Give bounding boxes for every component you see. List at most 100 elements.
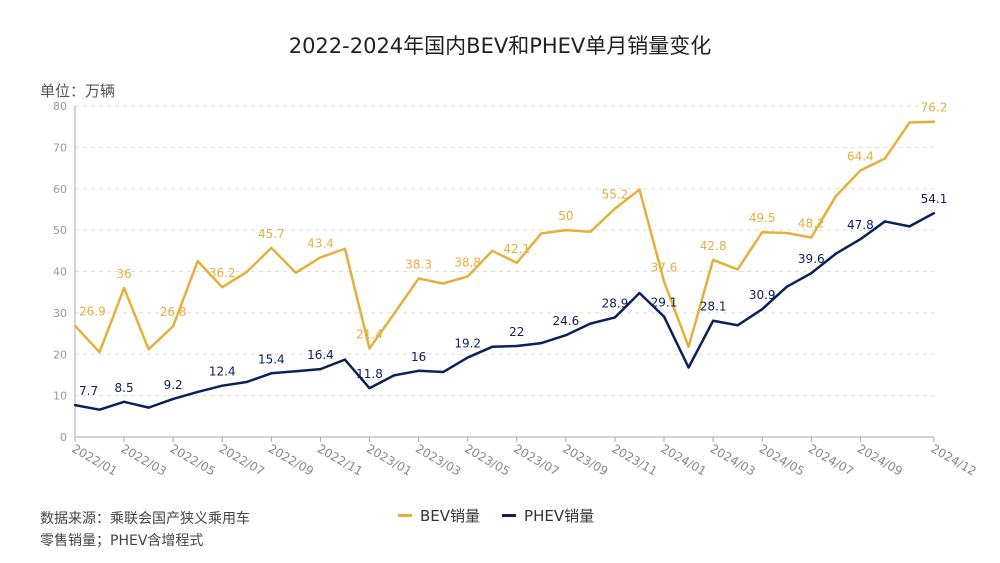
series-line-phev — [74, 212, 935, 411]
data-point — [613, 316, 617, 319]
data-point — [270, 372, 273, 375]
data-label: 16 — [411, 350, 426, 364]
y-tick-label: 80 — [53, 100, 67, 113]
x-tick-label: 2022/03 — [119, 441, 169, 478]
data-point — [662, 280, 666, 283]
data-point — [196, 259, 199, 263]
data-label: 30.9 — [749, 288, 776, 302]
data-point — [638, 291, 641, 295]
y-tick-label: 30 — [53, 307, 67, 320]
data-point — [540, 341, 543, 345]
data-point — [687, 366, 690, 369]
data-point — [319, 256, 322, 259]
data-point — [515, 261, 518, 265]
x-tick-label: 2022/11 — [315, 441, 365, 478]
x-tick-label: 2024/05 — [757, 441, 807, 478]
data-point — [834, 194, 838, 198]
data-point — [294, 370, 298, 373]
data-label: 12.4 — [209, 365, 236, 379]
data-label: 26.9 — [79, 305, 106, 319]
data-point — [810, 236, 813, 239]
data-point — [883, 157, 887, 160]
data-point — [662, 315, 666, 318]
data-point — [221, 384, 224, 387]
y-tick-label: 60 — [53, 183, 67, 196]
x-tick-label: 2023/03 — [413, 441, 463, 478]
data-point — [540, 232, 543, 235]
data-label: 19.2 — [454, 337, 481, 351]
data-point — [687, 345, 690, 349]
data-point — [613, 207, 617, 210]
data-point — [392, 312, 396, 315]
x-tick-label: 2023/01 — [364, 441, 414, 478]
legend-label-bev: BEV销量 — [420, 507, 481, 525]
data-label: 22 — [509, 325, 524, 339]
data-point — [270, 246, 273, 250]
data-point — [122, 286, 126, 290]
data-label: 9.2 — [164, 378, 183, 392]
data-point — [98, 350, 101, 354]
x-tick-label: 2022/09 — [266, 441, 316, 478]
legend-item-bev[interactable]: BEV销量 — [398, 505, 480, 526]
data-point — [638, 188, 641, 191]
legend-swatch-phev — [502, 514, 517, 517]
data-label: 64.4 — [847, 150, 874, 164]
unit-label: 单位：万辆 — [40, 82, 116, 100]
data-label: 55.2 — [602, 188, 629, 202]
data-point — [417, 369, 420, 372]
x-tick-label: 2022/01 — [70, 441, 120, 478]
data-label: 36.2 — [209, 266, 236, 280]
data-point — [761, 230, 764, 234]
data-label: 11.8 — [356, 367, 383, 381]
data-point — [441, 370, 445, 374]
data-point — [98, 408, 101, 411]
legend-item-phev[interactable]: PHEV销量 — [502, 505, 594, 526]
data-label: 15.4 — [258, 352, 285, 366]
data-label: 38.3 — [405, 258, 432, 272]
x-tick-label: 2022/05 — [168, 441, 218, 478]
data-point — [564, 228, 568, 232]
data-point — [761, 307, 764, 311]
x-tick-label: 2024/01 — [659, 441, 709, 478]
data-label: 42.1 — [503, 242, 530, 256]
data-point — [368, 386, 371, 390]
data-point — [908, 121, 911, 124]
data-label: 28.9 — [602, 296, 629, 310]
data-point — [245, 380, 248, 384]
data-point — [908, 225, 911, 228]
data-point — [294, 271, 298, 274]
legend: BEV销量 PHEV销量 — [398, 505, 594, 526]
x-tick-label: 2023/05 — [462, 441, 512, 478]
data-point — [810, 271, 813, 275]
data-point — [343, 247, 347, 250]
data-label: 47.8 — [847, 218, 874, 232]
data-point — [491, 249, 494, 253]
source-line-1: 数据来源：乘联会国产狭义乘用车 — [40, 511, 250, 527]
data-point — [73, 324, 77, 327]
data-label: 37.6 — [651, 260, 678, 274]
data-point — [147, 406, 150, 409]
data-point — [736, 268, 739, 271]
x-tick-label: 2024/03 — [708, 441, 758, 478]
data-point — [711, 258, 715, 262]
x-tick-label: 2024/12 — [929, 441, 979, 478]
data-label: 38.8 — [454, 255, 481, 269]
x-tick-label: 2023/09 — [560, 441, 610, 478]
data-point — [564, 334, 568, 337]
data-label: 24.6 — [552, 314, 579, 328]
data-point — [711, 319, 715, 322]
data-point — [859, 169, 862, 172]
x-tick-label: 2024/09 — [855, 441, 905, 478]
x-tick-label: 2023/11 — [609, 441, 659, 478]
data-point — [932, 120, 936, 123]
data-point — [392, 374, 396, 377]
data-point — [883, 220, 887, 223]
y-tick-label: 50 — [53, 224, 67, 237]
data-point — [932, 211, 936, 215]
data-point — [515, 344, 518, 348]
data-label: 54.1 — [921, 192, 948, 206]
data-label: 39.6 — [798, 252, 825, 266]
data-label: 43.4 — [307, 236, 334, 250]
